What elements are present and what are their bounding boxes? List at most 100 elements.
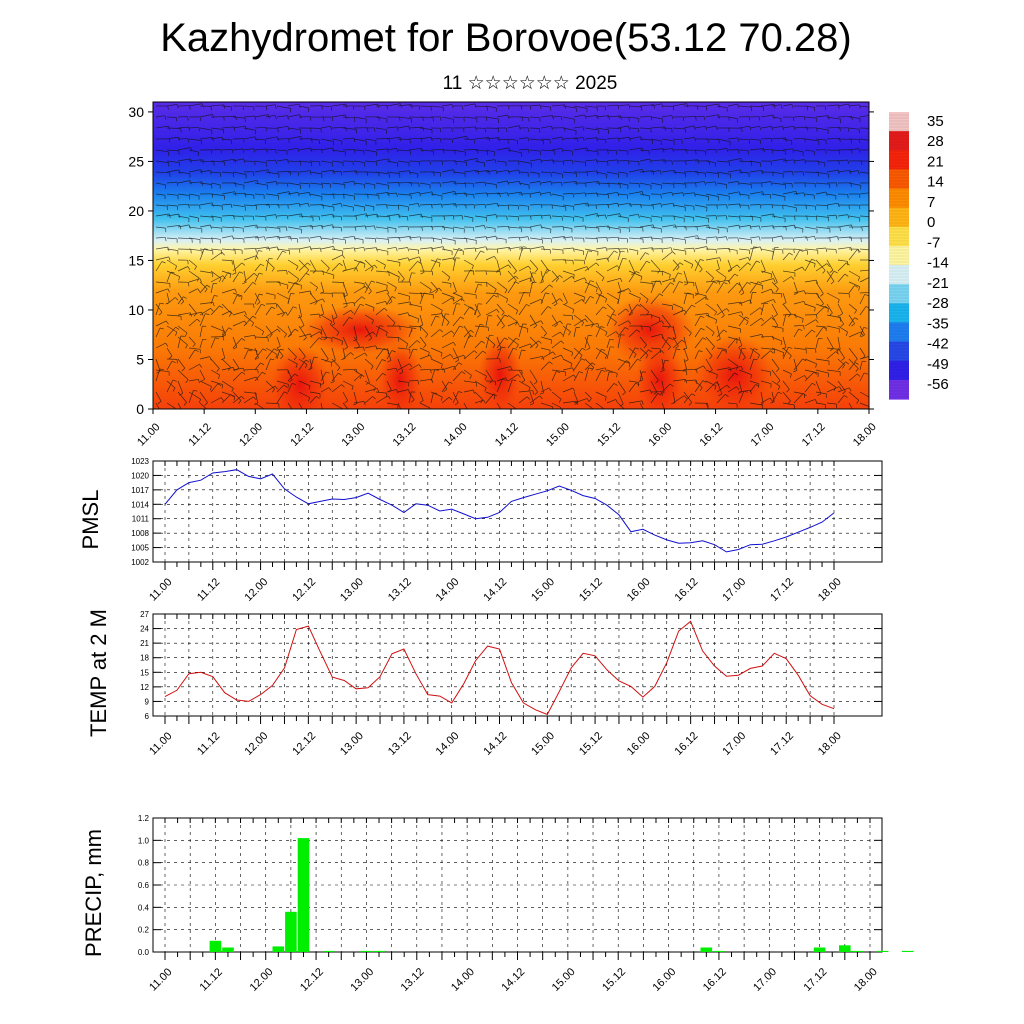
wind-barb (815, 138, 827, 141)
wind-barb (848, 182, 861, 186)
wind-barb-flag (758, 236, 761, 241)
wind-barb (353, 304, 361, 316)
wind-barb (507, 259, 517, 272)
wind-barb (716, 182, 727, 185)
wind-barb (738, 281, 745, 294)
wind-barb-flag (251, 322, 255, 327)
wind-barb-flag (461, 215, 464, 220)
wind-barb-flag (165, 342, 169, 347)
wind-barb-flag (864, 294, 869, 296)
wind-barb (254, 263, 261, 272)
wind-barb-flag (554, 323, 558, 328)
wind-barb-flag (234, 288, 237, 293)
wind-barb-flag (172, 379, 177, 382)
wind-barb (397, 160, 410, 163)
wind-barb (837, 395, 845, 404)
wind-barb-flag (215, 337, 220, 340)
wind-barb (859, 292, 869, 294)
wind-barb-flag (342, 254, 345, 259)
wind-barb (562, 347, 573, 353)
wind-barb (254, 114, 269, 118)
wind-barb-flag (179, 225, 182, 230)
wind-barb (287, 160, 301, 163)
wind-barb (419, 354, 431, 360)
wind-barb (639, 402, 644, 409)
wind-barb-flag (827, 308, 829, 313)
wind-barb (309, 396, 317, 404)
wind-barb-flag (501, 325, 505, 329)
wind-barb (551, 215, 563, 217)
wind-barb-flag (693, 125, 696, 130)
wind-barb-flag (590, 295, 594, 299)
wind-barb (199, 369, 206, 380)
wind-barb (672, 138, 683, 141)
wind-barb-flag (518, 125, 521, 130)
wind-barb (793, 236, 807, 239)
wind-barb (606, 104, 618, 107)
wind-barb-flag (845, 331, 849, 336)
wind-barb-flag (174, 297, 179, 301)
wind-barb (639, 336, 647, 346)
wind-barb (254, 293, 260, 305)
wind-barb (155, 256, 169, 261)
wind-barb-flag (284, 391, 288, 394)
wind-barb (463, 350, 475, 360)
wind-barb-flag (539, 191, 542, 196)
wind-barb (210, 397, 222, 404)
wind-barb (672, 395, 685, 404)
wind-barb (606, 339, 611, 349)
wind-barb-flag (423, 344, 427, 349)
wind-barb (243, 273, 255, 283)
wind-barb-flag (805, 205, 807, 210)
wind-barb (584, 213, 598, 217)
wind-barb-flag (209, 356, 212, 361)
wind-barb (705, 280, 719, 283)
wind-barb-flag (252, 282, 257, 285)
wind-barb (804, 371, 815, 382)
wind-barb-flag (189, 180, 192, 185)
wind-barb-flag (742, 357, 746, 361)
wind-barb (166, 237, 178, 240)
wind-barb (595, 214, 606, 217)
wind-barb (463, 269, 471, 283)
wind-barb (276, 248, 290, 251)
wind-barb (716, 380, 723, 395)
wind-barb (452, 248, 459, 261)
wind-barb (474, 391, 484, 400)
wind-barb (232, 192, 246, 195)
wind-barb-flag (198, 127, 200, 132)
wind-barb (683, 393, 692, 404)
colorbar-label: -21 (927, 275, 949, 292)
wind-barb-flag (480, 250, 485, 253)
wind-barb (804, 369, 819, 374)
wind-barb-flag (485, 270, 487, 275)
wind-barb (815, 325, 827, 328)
wind-barb-flag (230, 394, 235, 398)
wind-barb (298, 391, 310, 398)
wind-barb-flag (615, 331, 619, 335)
wind-barb-flag (616, 373, 618, 378)
wind-barb (452, 325, 460, 338)
wind-barb-flag (266, 106, 268, 111)
wind-barb (331, 281, 344, 283)
wind-barb (782, 204, 797, 209)
wind-barb-flag (572, 367, 575, 372)
wind-barb (188, 270, 200, 279)
wind-barb-flag (472, 270, 475, 275)
wind-barb (430, 246, 444, 250)
wind-barb (606, 303, 615, 312)
wind-barb (562, 204, 574, 207)
wind-barb-flag (417, 380, 420, 385)
wind-barb-flag (542, 356, 545, 361)
wind-barb-flag (815, 363, 817, 368)
wind-barb (309, 298, 323, 305)
wind-barb-flag (268, 169, 270, 174)
wind-barb (617, 258, 624, 272)
wind-barb (210, 358, 220, 369)
x-tick-label: 18.00 (816, 730, 844, 758)
wind-barb-flag (515, 281, 520, 284)
wind-barb (155, 303, 161, 316)
wind-barb-flag (440, 116, 442, 121)
wind-barb-flag (550, 339, 552, 344)
wind-barb (573, 105, 588, 109)
